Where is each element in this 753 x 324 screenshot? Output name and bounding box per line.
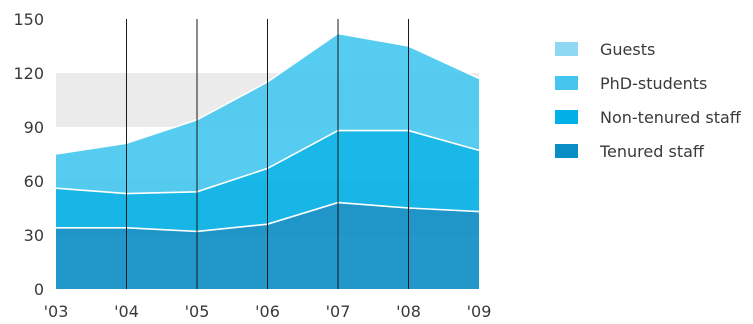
legend-swatch-phd-students [555,76,578,90]
legend-label-guests: Guests [600,39,656,59]
x-tick-label: '04 [114,302,139,321]
y-axis-ticks: 0 30 60 90 120 150 [13,10,44,299]
year-vertical-lines [126,19,409,289]
legend-swatch-tenured-staff [555,144,578,158]
legend-swatch-guests [555,42,578,56]
legend-label-non-tenured-staff: Non-tenured staff [600,107,741,127]
y-tick-label: 0 [34,280,44,299]
x-tick-label: '09 [467,302,492,321]
x-tick-label: '08 [396,302,421,321]
x-tick-label: '03 [44,302,69,321]
legend-label-phd-students: PhD-students [600,73,708,93]
y-tick-label: 150 [13,10,44,29]
legend-swatch-non-tenured-staff [555,110,578,124]
x-tick-label: '06 [255,302,280,321]
legend: Guests PhD-students Non-tenured staff Te… [555,32,741,168]
x-axis-ticks: '03 '04 '05 '06 '07 '08 '09 [44,302,492,321]
legend-label-tenured-staff: Tenured staff [600,141,704,161]
y-tick-label: 30 [24,226,44,245]
x-tick-label: '05 [185,302,210,321]
legend-item-phd-students: PhD-students [555,66,741,100]
y-tick-label: 90 [24,118,44,137]
legend-item-tenured-staff: Tenured staff [555,134,741,168]
y-tick-label: 60 [24,172,44,191]
y-tick-label: 120 [13,64,44,83]
legend-item-guests: Guests [555,32,741,66]
x-tick-label: '07 [326,302,351,321]
legend-item-non-tenured-staff: Non-tenured staff [555,100,741,134]
